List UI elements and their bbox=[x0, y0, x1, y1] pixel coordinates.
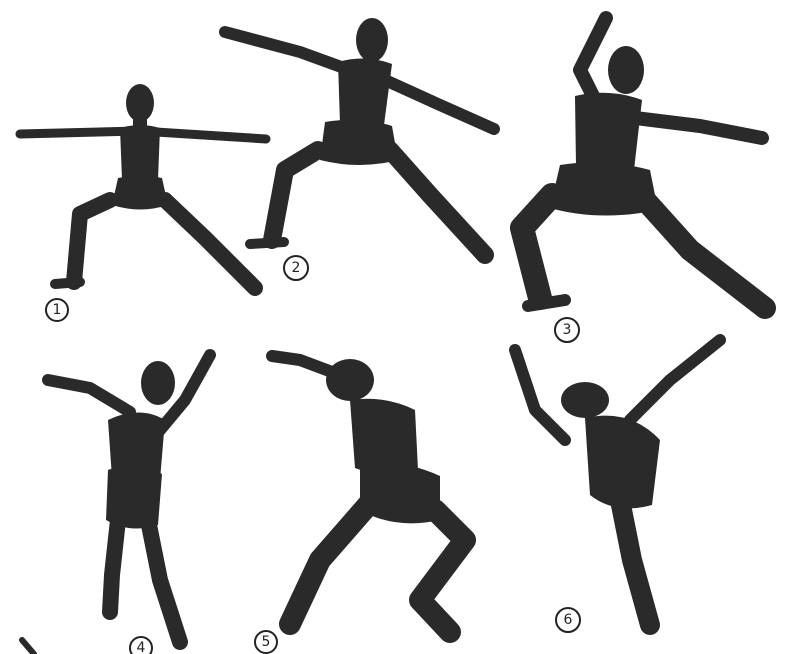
figure-number-3: 3 bbox=[563, 322, 572, 338]
figure-label-6: 6 bbox=[555, 607, 581, 633]
silhouette-figure-2 bbox=[219, 18, 500, 264]
figure-label-4: 4 bbox=[129, 636, 153, 654]
silhouette-figure-6 bbox=[509, 334, 726, 635]
silhouette-figure-4 bbox=[42, 349, 216, 650]
figure-number-1: 1 bbox=[53, 302, 62, 318]
silhouette-figure-1 bbox=[15, 84, 271, 296]
figure-number-4: 4 bbox=[137, 640, 146, 654]
figure-label-2: 2 bbox=[283, 255, 309, 281]
figure-label-1: 1 bbox=[45, 298, 69, 322]
figure-label-5: 5 bbox=[254, 630, 278, 654]
silhouette-figure-3 bbox=[510, 11, 776, 319]
figure-label-3: 3 bbox=[554, 317, 580, 343]
figure-number-6: 6 bbox=[564, 612, 573, 628]
figure-number-5: 5 bbox=[262, 634, 271, 650]
partial-stroke-fragment bbox=[19, 637, 37, 654]
figure-number-2: 2 bbox=[292, 260, 301, 276]
silhouette-figure-5 bbox=[266, 350, 476, 643]
